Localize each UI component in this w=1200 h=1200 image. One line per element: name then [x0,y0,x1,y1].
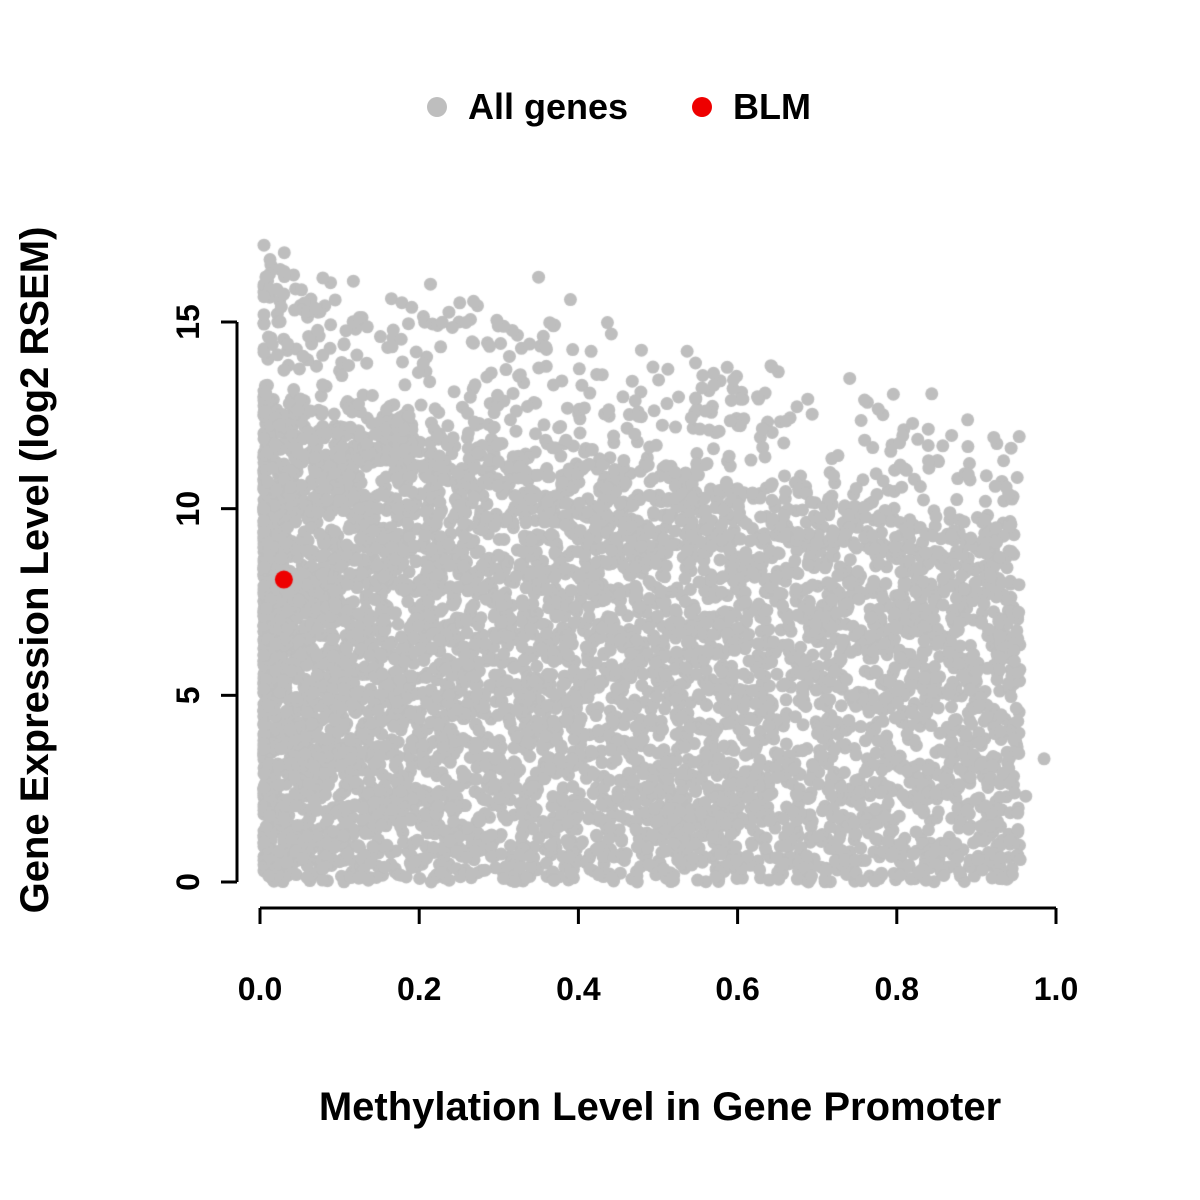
scatter-points-canvas [0,0,1200,1200]
methylation-expression-scatter-figure: All genes BLM 0.0 0.2 0.4 0.6 0.8 1.0 0 5 10 15 … [0,0,1200,1200]
